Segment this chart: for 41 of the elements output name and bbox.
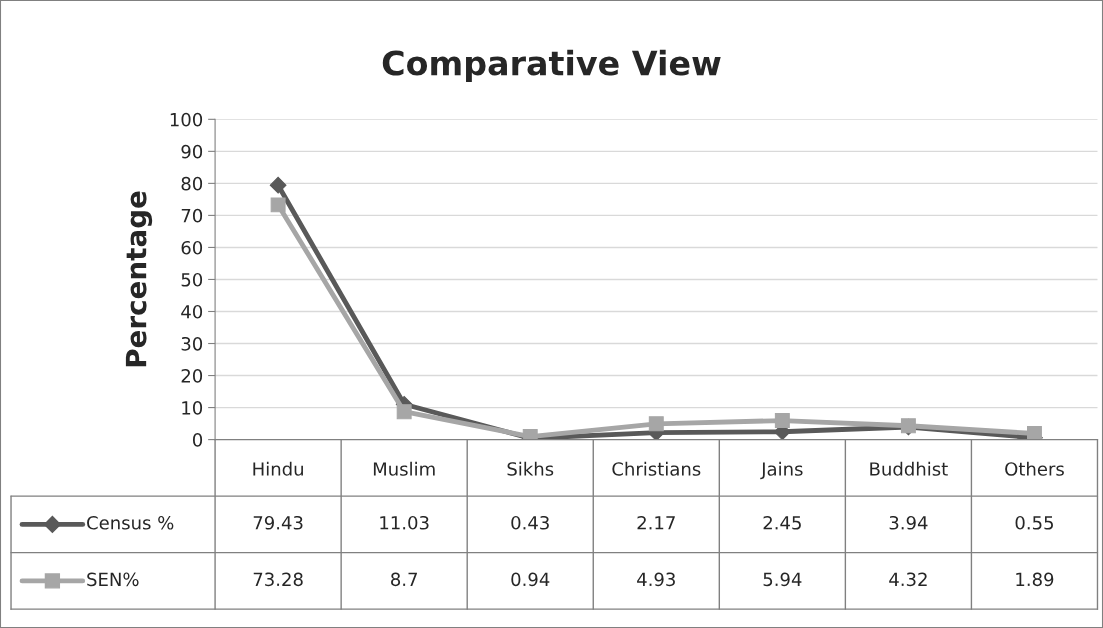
y-tick-label: 100 xyxy=(170,112,203,127)
legend-label: SEN% xyxy=(87,572,139,587)
data-label: 0.55 xyxy=(1015,515,1053,530)
data-label: 3.94 xyxy=(889,515,928,530)
y-tick-label: 70 xyxy=(181,208,203,223)
data-label: 4.32 xyxy=(889,572,927,587)
data-label: 4.93 xyxy=(637,572,675,587)
data-label: 1.89 xyxy=(1016,572,1054,587)
y-tick-label: 30 xyxy=(181,336,203,351)
data-label: 0.43 xyxy=(511,515,549,530)
x-tick-label: Others xyxy=(1005,461,1064,476)
legend-label: Census % xyxy=(87,515,174,530)
x-tick-label: Muslim xyxy=(373,461,435,476)
y-tick-label: 40 xyxy=(181,304,203,319)
y-tick-label: 10 xyxy=(182,401,203,415)
x-tick-label: Sikhs xyxy=(507,461,554,476)
x-tick-label: Jains xyxy=(760,461,803,480)
point xyxy=(648,416,664,432)
y-tick-label: 90 xyxy=(181,144,203,159)
y-tick-label: 20 xyxy=(181,369,203,383)
x-tick-label: Christians xyxy=(612,461,701,476)
y-axis-title: Percentage xyxy=(125,191,153,367)
data-label: 2.17 xyxy=(637,515,675,530)
data-label: 8.7 xyxy=(391,572,417,587)
data-label: 2.45 xyxy=(763,515,801,530)
point xyxy=(396,404,412,420)
x-tick-label: Hindu xyxy=(253,461,303,476)
data-label: 5.94 xyxy=(763,572,802,587)
data-label: 79.43 xyxy=(253,515,303,530)
point xyxy=(269,176,287,194)
data-label: 11.03 xyxy=(380,515,429,530)
x-tick-label: Buddhist xyxy=(870,461,948,476)
data-label: 73.28 xyxy=(253,572,303,587)
data-label: 0.94 xyxy=(511,572,550,587)
chart-title: Comparative View xyxy=(382,49,721,83)
point xyxy=(270,197,286,213)
y-tick-label: 50 xyxy=(181,272,203,287)
y-tick-label: 60 xyxy=(181,240,203,255)
point xyxy=(774,413,790,429)
y-tick-label: 80 xyxy=(181,176,203,191)
y-tick-label: 0 xyxy=(192,433,203,447)
